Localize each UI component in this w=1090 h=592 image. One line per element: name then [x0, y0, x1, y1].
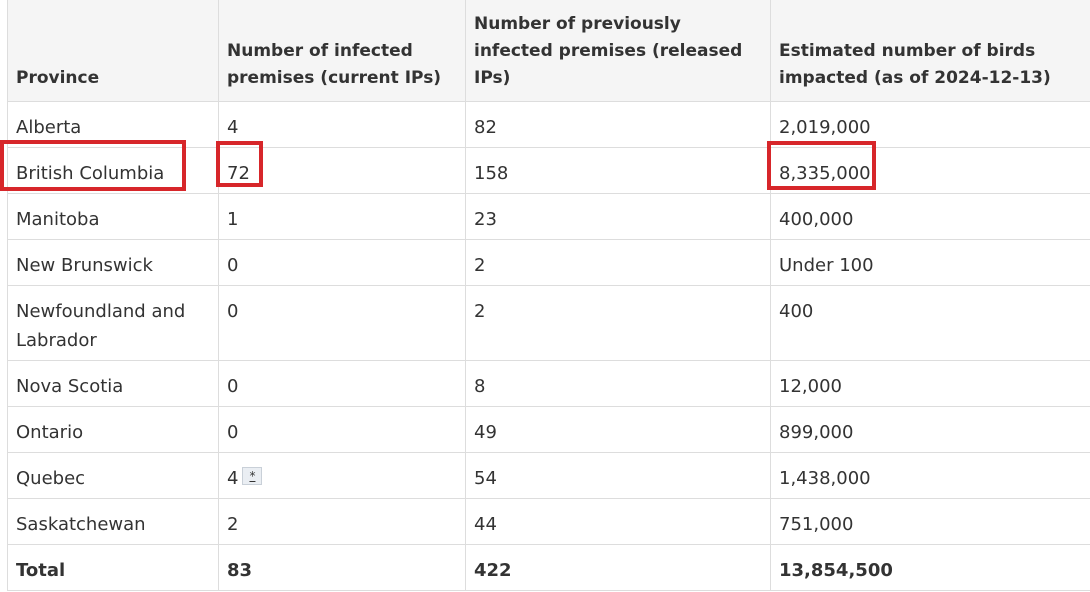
cell-text: 44: [474, 514, 497, 535]
table-cell: Saskatchewan: [7, 498, 219, 545]
header-cell: Number of previously infected premises (…: [465, 0, 771, 102]
table-cell: 0: [218, 285, 466, 361]
highlight-box: [216, 141, 263, 187]
table-cell: Nova Scotia: [7, 360, 219, 407]
cell-text: Manitoba: [16, 209, 100, 230]
cell-text: 751,000: [779, 514, 854, 535]
cell-text: Nova Scotia: [16, 376, 124, 397]
cell-text: 1,438,000: [779, 468, 871, 489]
table-cell: 44: [465, 498, 771, 545]
cell-text: 54: [474, 468, 497, 489]
cell-text: 158: [474, 163, 509, 184]
cell-text: 23: [474, 209, 497, 230]
table-cell: 4 *: [218, 452, 466, 499]
table-row: Manitoba 1 23 400,000: [7, 193, 1090, 240]
table-cell: 400,000: [770, 193, 1090, 240]
cell-text: 8: [474, 376, 486, 397]
cell-text: 400: [779, 301, 814, 322]
table-cell: 2: [465, 285, 771, 361]
table-cell: New Brunswick: [7, 239, 219, 286]
table-cell: 0: [218, 239, 466, 286]
table-row: Saskatchewan 2 44 751,000: [7, 498, 1090, 545]
table-cell: 8: [465, 360, 771, 407]
table-row: Ontario 0 49 899,000: [7, 406, 1090, 453]
header-cell: Estimated number of birds impacted (as o…: [770, 0, 1090, 102]
cell-text: 400,000: [779, 209, 854, 230]
table-cell: 400: [770, 285, 1090, 361]
table-cell: 1: [218, 193, 466, 240]
cell-text: 0: [227, 376, 239, 397]
cell-text: 0: [227, 422, 239, 443]
cell-text: British Columbia: [16, 163, 165, 184]
table-cell: Newfoundland and Labrador: [7, 285, 219, 361]
table-row: Newfoundland and Labrador 0 2 400: [7, 285, 1090, 361]
cell-text: 2: [227, 514, 239, 535]
table-cell: 49: [465, 406, 771, 453]
cell-text: Saskatchewan: [16, 514, 146, 535]
highlight-box: [767, 141, 876, 190]
cell-text: 2: [474, 301, 486, 322]
cell-text: Under 100: [779, 255, 874, 276]
table-row: Alberta 4 82 2,019,000: [7, 101, 1090, 148]
table-body: Alberta 4 82 2,019,000 British Columbia 72 158…: [7, 101, 1090, 591]
table-row: New Brunswick 0 2 Under 100: [7, 239, 1090, 286]
highlight-box: [0, 140, 186, 191]
header-cell: Number of infected premises (current IPs…: [218, 0, 466, 102]
cell-text: 8,335,000: [779, 163, 871, 184]
cell-text: 72: [227, 163, 250, 184]
table-cell: 4: [218, 101, 466, 148]
cell-text: Ontario: [16, 422, 84, 443]
table-row: Nova Scotia 0 8 12,000: [7, 360, 1090, 407]
cell-text: 0: [227, 301, 239, 322]
table-row: Quebec 4 * 54 1,438,000: [7, 452, 1090, 499]
table-cell: 0: [218, 406, 466, 453]
table-cell: 2: [465, 239, 771, 286]
cell-text: 4: [227, 117, 239, 138]
table-cell: 23: [465, 193, 771, 240]
cell-text: New Brunswick: [16, 255, 153, 276]
cell-text: 12,000: [779, 376, 842, 397]
cell-text: 2: [474, 255, 486, 276]
cell-text: Alberta: [16, 117, 82, 138]
table-cell: 0: [218, 360, 466, 407]
bird-flu-table: Province Number of infected premises (cu…: [7, 0, 1090, 591]
table-cell: 2,019,000: [770, 101, 1090, 148]
total-row: Total 83 422 13,854,500: [7, 544, 1090, 591]
total-cell: 13,854,500: [770, 544, 1090, 591]
cell-text: 82: [474, 117, 497, 138]
total-cell: Total: [7, 544, 219, 591]
table-cell: 1,438,000: [770, 452, 1090, 499]
table-cell: 899,000: [770, 406, 1090, 453]
table-cell: 82: [465, 101, 771, 148]
cell-text: 4: [227, 468, 239, 489]
cell-text: 899,000: [779, 422, 854, 443]
footnote-link[interactable]: *: [242, 467, 263, 485]
cell-text: 2,019,000: [779, 117, 871, 138]
table-cell: 12,000: [770, 360, 1090, 407]
total-cell: 422: [465, 544, 771, 591]
cell-text: Newfoundland and Labrador: [16, 301, 186, 351]
table-cell: 751,000: [770, 498, 1090, 545]
cell-text: 1: [227, 209, 239, 230]
table-cell: 2: [218, 498, 466, 545]
table-cell: Ontario: [7, 406, 219, 453]
table-cell: Manitoba: [7, 193, 219, 240]
header-row: Province Number of infected premises (cu…: [7, 0, 1090, 102]
header-cell: Province: [7, 0, 219, 102]
table-cell: 54: [465, 452, 771, 499]
cell-text: 0: [227, 255, 239, 276]
cell-text: 49: [474, 422, 497, 443]
table-cell: Under 100: [770, 239, 1090, 286]
table-cell: 158: [465, 147, 771, 194]
total-cell: 83: [218, 544, 466, 591]
cell-text: Quebec: [16, 468, 86, 489]
table-cell: Quebec: [7, 452, 219, 499]
